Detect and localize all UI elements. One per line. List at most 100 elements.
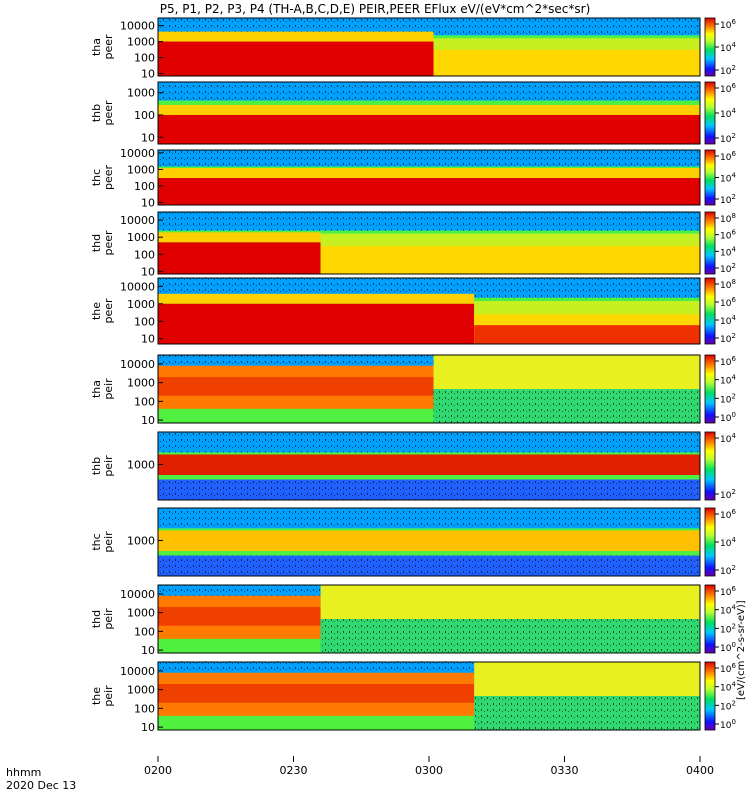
x-tick-label: 0330 [551,764,579,777]
colorbar-tick-label: 106 [720,662,736,675]
spectrogram-noise [158,18,700,36]
colorbar [704,661,716,731]
panel-frame [157,277,701,345]
y-tick-label: 100 [134,248,155,261]
y-tick-label: 10000 [120,20,155,33]
colorbar-tick-label: 102 [720,193,736,206]
panel-probe-label: thb [90,457,103,475]
y-tick-label: 100 [134,180,155,193]
panel-tha-peir: 10 100 1000 10000 tha peir 106 104 102 100 [90,354,736,427]
panel-species-label: peir [102,378,115,400]
colorbar [704,277,716,345]
spectrogram-band [158,31,434,42]
colorbar-tick-label: 102 [720,262,736,275]
date-label: 2020 Dec 13 [6,779,76,792]
colorbar-tick-label: 106 [720,82,736,95]
panel-the-peir: 10 100 1000 10000 the peir 106 104 102 100 [90,661,736,734]
x-axis: 0200 0230 0300 0330 0400 [144,756,714,777]
y-tick-label: 10 [141,414,155,427]
y-tick-label: 10000 [120,147,155,160]
panel-frame [157,211,701,275]
panel-species-label: peir [102,685,115,707]
y-tick-label: 100 [134,625,155,638]
colorbar-tick-label: 106 [720,355,736,368]
spectrogram-band [158,232,321,243]
colorbar-tick-label: 104 [720,107,736,120]
y-tick-label: 10 [141,333,155,346]
y-tick-label: 10000 [120,665,155,678]
panel-probe-label: thd [90,610,103,628]
colorbar-tick-label: 102 [720,488,736,501]
panel-thd-peir: 10 100 1000 10000 thd peir 106 104 102 100 [90,584,736,657]
panel-species-label: peir [102,455,115,477]
colorbar-tick-label: 104 [720,41,736,54]
colorbar-tick-label: 106 [720,229,736,242]
y-tick-label: 1000 [127,231,155,244]
colorbar [704,17,716,77]
spectrogram-band [158,114,700,144]
colorbar-tick-label: 104 [720,604,736,617]
spectrogram-band [158,530,700,551]
panel-probe-label: the [90,687,103,705]
panel-species-label: peir [102,608,115,630]
panel-the-peer: 10 100 1000 10000 the peer 108 106 104 102 [90,277,736,346]
colorbar-tick-label: 104 [720,245,736,258]
x-tick-label: 0300 [415,764,443,777]
spectrogram-band [320,585,700,619]
spectrogram-noise [320,619,700,653]
y-tick-label: 100 [134,315,155,328]
y-tick-label: 10 [141,196,155,209]
panel-species-label: peer [102,34,115,60]
panel-frame [157,584,701,654]
x-tick-label: 0230 [280,764,308,777]
spectrogram-noise [433,389,700,423]
panel-frame [157,149,701,206]
y-tick-label: 100 [134,109,155,122]
y-tick-label: 1000 [127,298,155,311]
colorbar-tick-label: 100 [720,411,736,424]
panel-thd-peer: 10 100 1000 10000 thd peer 108 106 104 102 [90,211,736,278]
colorbar [704,507,716,577]
colorbar-tick-label: 106 [720,18,736,31]
spectrogram-band [158,454,700,475]
colorbar-tick-label: 106 [720,585,736,598]
spectrogram-noise [158,555,700,576]
spectrogram-band [158,377,434,396]
y-tick-label: 1000 [127,377,155,390]
y-tick-label: 100 [134,52,155,65]
spectrogram-band [158,607,321,626]
colorbar-label: [eV/(cm^2-s-sr-eV)] [736,600,747,700]
panel-species-label: peer [102,230,115,256]
colorbar-tick-label: 100 [720,718,736,731]
panel-frame [157,661,701,731]
colorbar-tick-label: 100 [720,641,736,654]
panel-frame [157,81,701,145]
chart-title: P5, P1, P2, P3, P4 (TH-A,B,C,D,E) PEIR,P… [160,2,591,16]
y-tick-label: 10000 [120,358,155,371]
spectrogram-noise [474,696,700,730]
panel-species-label: peer [102,165,115,191]
colorbar-tick-label: 108 [720,278,736,291]
spectrogram-band [158,168,700,179]
spectrogram-noise [158,150,700,167]
colorbar-tick-label: 104 [720,314,736,327]
time-label: hhmm [6,766,41,779]
panel-species-label: peer [102,298,115,324]
spectrogram-noise [158,278,700,298]
colorbar-tick-label: 104 [720,432,736,445]
colorbar-tick-label: 104 [720,681,736,694]
colorbar-tick-label: 104 [720,374,736,387]
panel-frame [157,431,701,501]
spectrogram-band [158,293,475,304]
panel-frame [157,507,701,577]
panel-probe-label: the [90,302,103,320]
y-tick-label: 10000 [120,214,155,227]
spectrogram-noise [158,212,700,231]
panel-probe-label: tha [90,38,103,56]
x-tick-label: 0400 [686,764,714,777]
y-tick-label: 1000 [127,163,155,176]
spectrogram-noise [158,82,700,101]
panel-frame [157,17,701,77]
panel-thb-peir: 1000 thb peir 104 102 [90,431,736,501]
